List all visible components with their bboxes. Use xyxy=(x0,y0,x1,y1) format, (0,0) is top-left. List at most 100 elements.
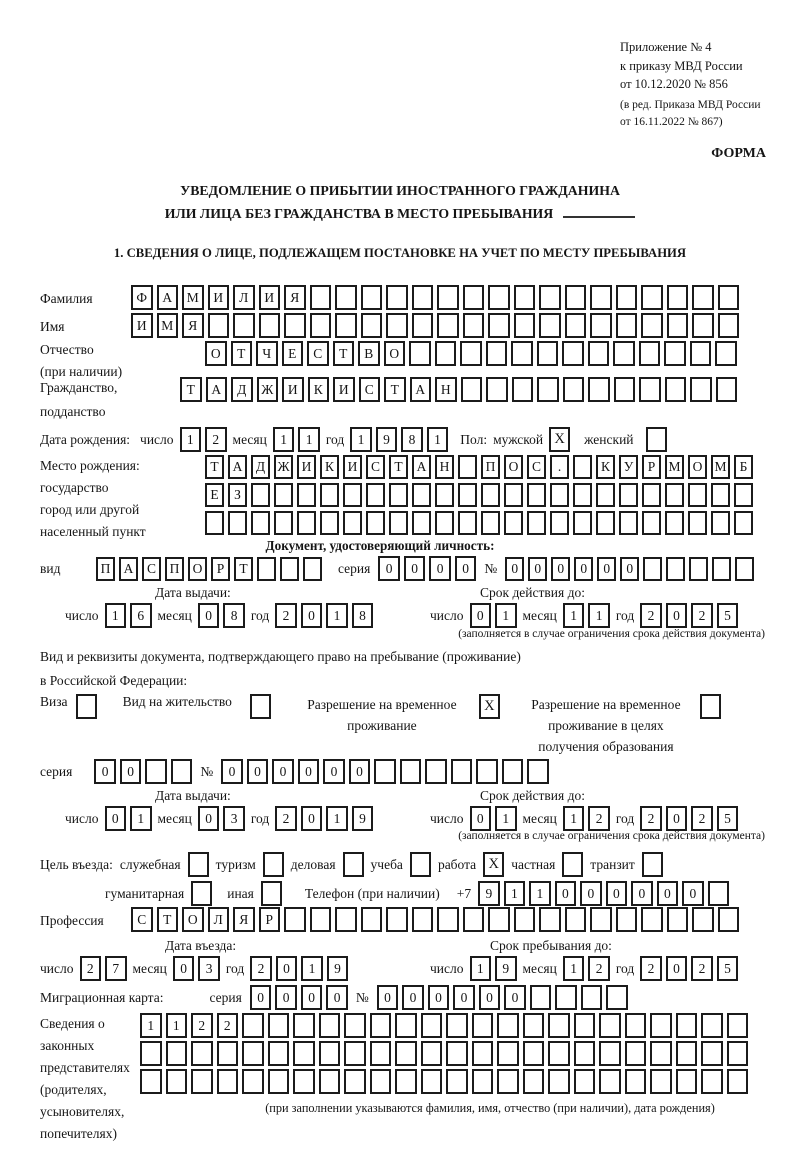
form-cell xyxy=(251,483,270,507)
form-cell xyxy=(717,907,739,932)
form-cell: Н xyxy=(435,377,457,402)
form-cell xyxy=(504,511,523,535)
form-cell: 0 xyxy=(554,881,577,906)
day-word: число xyxy=(40,960,74,976)
form-cell xyxy=(717,313,739,338)
appendix-line: к приказу МВД России xyxy=(620,58,743,73)
form-cell: Я xyxy=(182,313,204,338)
form-cell: Ф xyxy=(131,285,153,310)
form-cell: О xyxy=(188,556,207,581)
year-word: год xyxy=(615,810,635,826)
purpose-work-label: работа xyxy=(437,856,477,872)
form-cell xyxy=(251,511,270,535)
form-cell: П xyxy=(96,556,115,581)
form-cell: М xyxy=(156,313,178,338)
form-cell xyxy=(344,1069,366,1094)
form-cell: 1 xyxy=(165,1013,187,1038)
form-cell: А xyxy=(228,455,247,479)
form-cell xyxy=(320,483,339,507)
form-cell: А xyxy=(156,285,178,310)
birth-place-label: Место рождения: xyxy=(40,458,140,473)
sex-label: Пол: xyxy=(460,431,488,447)
form-cell: Ж xyxy=(256,377,278,402)
temp-residence-education-checkbox xyxy=(699,694,721,719)
form-cell xyxy=(701,1041,723,1066)
appendix-line: от 10.12.2020 № 856 xyxy=(620,77,728,91)
form-cell: Н xyxy=(435,455,454,479)
form-cell xyxy=(481,483,500,507)
form-cell: 1 xyxy=(130,806,152,831)
form-cell: 5 xyxy=(716,603,739,628)
form-cell: 0 xyxy=(197,603,220,628)
form-cell xyxy=(642,483,661,507)
purpose-work-checkbox: X xyxy=(483,852,505,877)
form-cell xyxy=(395,1013,417,1038)
purpose-transit-label: транзит xyxy=(590,856,635,872)
purpose-row1: Цель въезда: служебная туризм деловая уч… xyxy=(40,852,663,877)
form-cell xyxy=(488,313,510,338)
form-cell xyxy=(613,377,635,402)
form-cell: 9 xyxy=(326,956,349,981)
form-cell xyxy=(580,985,603,1010)
form-cell: Т xyxy=(234,556,253,581)
form-cell: И xyxy=(131,313,153,338)
form-cell xyxy=(664,377,686,402)
phone-label: Телефон (при наличии) xyxy=(304,885,440,901)
sex-male-label: мужской xyxy=(493,431,544,447)
form-cell xyxy=(293,1041,315,1066)
form-cell: 0 xyxy=(505,556,525,581)
form-cell: 1 xyxy=(562,956,585,981)
form-cell xyxy=(462,285,484,310)
migration-series-label: серия xyxy=(209,989,242,1005)
form-cell xyxy=(471,1013,493,1038)
form-cell xyxy=(320,511,339,535)
form-cell xyxy=(274,483,293,507)
form-cell xyxy=(191,1041,213,1066)
birth-date-label: Дата рождения: xyxy=(40,431,131,447)
day-word: число xyxy=(65,607,99,623)
form-cell: 0 xyxy=(580,881,602,906)
form-cell xyxy=(596,483,615,507)
form-cell xyxy=(420,1069,442,1094)
temp-residence-label: Разрешение на временное проживание xyxy=(307,697,457,733)
phone-prefix: +7 xyxy=(456,885,472,901)
identity-issue-heading: Дата выдачи: xyxy=(155,585,231,600)
form-cell xyxy=(599,1013,621,1038)
form-cell xyxy=(242,1013,264,1038)
form-cell xyxy=(485,341,507,366)
form-cell xyxy=(344,1013,366,1038)
form-cell xyxy=(411,285,433,310)
month-word: месяц xyxy=(232,431,267,447)
form-cell: 0 xyxy=(104,806,126,831)
form-cell xyxy=(411,907,433,932)
purpose-humanitarian-label: гуманитарная xyxy=(105,885,185,901)
form-cell: 1 xyxy=(562,603,585,628)
form-cell: 2 xyxy=(640,956,662,981)
form-cell xyxy=(437,313,459,338)
section1-heading: 1. СВЕДЕНИЯ О ЛИЦЕ, ПОДЛЕЖАЩЕМ ПОСТАНОВК… xyxy=(113,246,687,260)
form-cell: 5 xyxy=(716,806,739,831)
form-cell xyxy=(650,1041,672,1066)
form-cell xyxy=(309,313,331,338)
form-cell: О xyxy=(182,907,204,932)
form-cell xyxy=(564,313,586,338)
form-cell xyxy=(596,511,615,535)
form-cell xyxy=(297,483,316,507)
form-cell: 3 xyxy=(198,956,220,981)
form-cell xyxy=(420,1013,442,1038)
form-cell xyxy=(450,759,473,784)
form-cell xyxy=(522,1069,544,1094)
form-cell: 0 xyxy=(300,603,323,628)
form-cell: 1 xyxy=(562,806,585,831)
residence-permit-label: Вид на жительство xyxy=(122,694,232,709)
form-cell: Т xyxy=(230,341,252,366)
form-cell: 2 xyxy=(640,603,662,628)
form-cell xyxy=(548,1013,570,1038)
